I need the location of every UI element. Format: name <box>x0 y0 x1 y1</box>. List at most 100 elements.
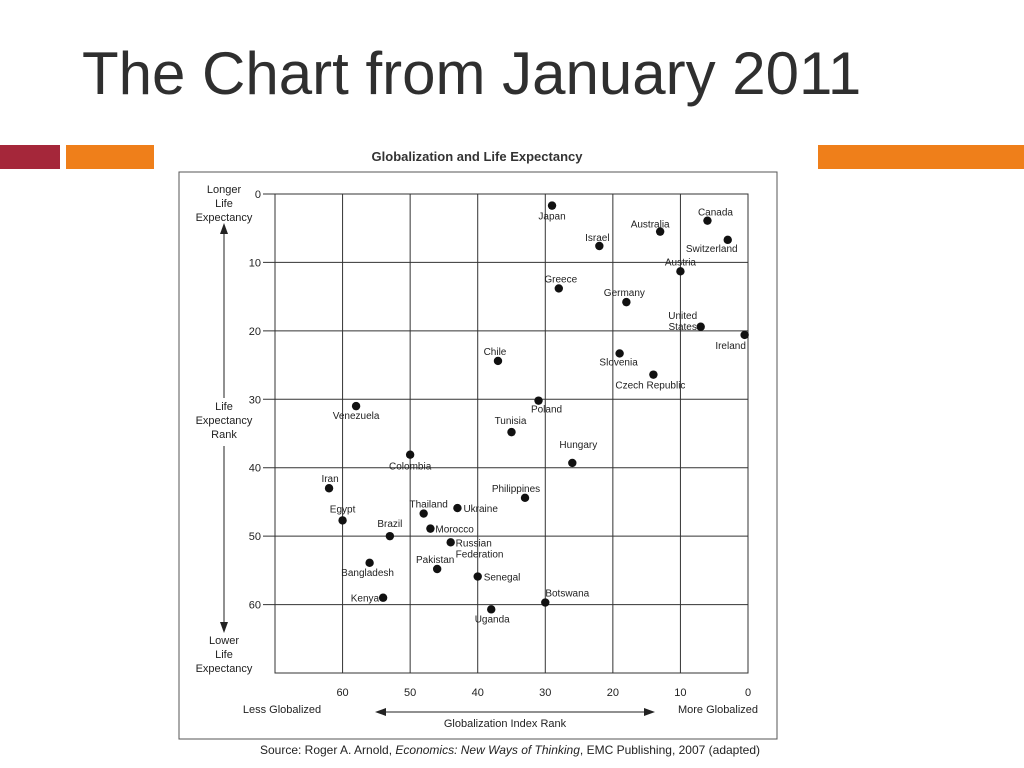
y-label-top: Expectancy <box>196 212 253 224</box>
y-tick-label: 20 <box>249 326 261 338</box>
y-tick-label: 40 <box>249 463 261 475</box>
data-point <box>419 509 428 518</box>
point-label: Greece <box>544 274 577 285</box>
point-label: Iran <box>321 474 338 485</box>
data-point <box>655 227 665 236</box>
accent-band-red <box>0 145 60 169</box>
data-point <box>385 531 395 541</box>
data-point <box>493 356 503 366</box>
point-label: Germany <box>604 288 645 299</box>
y-arrow-down-head <box>220 622 228 633</box>
point-label: Israel <box>585 233 609 244</box>
data-point <box>696 322 705 331</box>
data-point <box>615 349 624 358</box>
point-label: Austria <box>665 257 697 268</box>
point-label: Senegal <box>484 573 521 584</box>
x-label-right: More Globalized <box>678 704 758 716</box>
point-label: Morocco <box>435 525 474 536</box>
y-label-top: Life <box>215 198 233 210</box>
y-label-bottom: Life <box>215 649 233 661</box>
point-label: Federation <box>456 549 504 560</box>
point-label: Pakistan <box>416 555 454 566</box>
point-label: Botswana <box>545 589 589 600</box>
point-label: Chile <box>484 347 507 358</box>
point-label: Egypt <box>330 504 356 515</box>
x-arrow-left-head <box>375 708 386 716</box>
point-label: Russian <box>456 538 492 549</box>
data-point <box>740 330 749 340</box>
y-axis-label: Expectancy <box>196 415 253 427</box>
data-point <box>405 450 415 459</box>
data-point <box>446 538 455 547</box>
data-point <box>426 524 435 533</box>
figure-border <box>178 171 778 740</box>
x-tick-label: 30 <box>539 687 551 699</box>
y-tick-label: 50 <box>249 531 261 543</box>
x-tick-label: 20 <box>607 687 619 699</box>
point-label: States <box>669 322 697 333</box>
data-point <box>365 558 374 568</box>
data-point <box>351 401 361 411</box>
point-label: Czech Republic <box>615 381 685 392</box>
data-point <box>338 516 347 525</box>
point-label: Hungary <box>559 440 597 451</box>
point-label: Venezuela <box>333 411 380 422</box>
data-point <box>703 216 712 225</box>
point-label: Thailand <box>409 500 447 511</box>
chart-title: Globalization and Life Expectancy <box>372 149 584 164</box>
y-tick-label: 30 <box>249 394 261 406</box>
source-note: Source: Roger A. Arnold, Economics: New … <box>260 743 760 757</box>
source-prefix: Source: Roger A. Arnold, <box>260 743 395 757</box>
data-point <box>453 503 462 513</box>
point-label: Uganda <box>475 614 510 625</box>
data-point <box>473 572 482 581</box>
y-tick-label: 0 <box>255 189 261 201</box>
source-italic: Economics: New Ways of Thinking <box>395 743 580 757</box>
x-tick-label: 40 <box>472 687 484 699</box>
x-tick-label: 50 <box>404 687 416 699</box>
point-label: Slovenia <box>599 357 638 368</box>
source-suffix: , EMC Publishing, 2007 (adapted) <box>580 743 760 757</box>
data-point <box>432 564 442 574</box>
data-point <box>547 201 557 210</box>
y-label-top: Longer <box>207 184 242 196</box>
y-axis-label: Life <box>215 401 233 413</box>
y-label-bottom: Lower <box>209 635 239 647</box>
point-label: Ireland <box>715 341 746 352</box>
data-point <box>507 427 516 437</box>
point-label: Ukraine <box>463 504 498 515</box>
point-label: Kenya <box>351 594 380 605</box>
point-label: Philippines <box>492 484 540 495</box>
data-point <box>487 605 496 614</box>
x-label-left: Less Globalized <box>243 704 321 716</box>
y-arrow-up-head <box>220 223 228 234</box>
data-point <box>520 493 530 503</box>
point-label: Canada <box>698 208 733 219</box>
data-point <box>595 241 604 251</box>
point-label: Australia <box>631 220 670 231</box>
point-label: Japan <box>538 212 565 223</box>
x-arrow-right-head <box>644 708 655 716</box>
point-label: Bangladesh <box>341 568 394 579</box>
point-label: Colombia <box>389 462 432 473</box>
x-tick-label: 0 <box>745 687 751 699</box>
slide-title: The Chart from January 2011 <box>82 40 862 107</box>
x-axis-label: Globalization Index Rank <box>444 718 567 730</box>
y-axis-label: Rank <box>211 429 237 441</box>
data-point <box>568 458 577 468</box>
y-label-bottom: Expectancy <box>196 663 253 675</box>
data-point <box>622 297 631 307</box>
data-point <box>541 598 550 607</box>
data-point <box>324 484 334 493</box>
data-point <box>676 267 685 276</box>
point-label: Switzerland <box>686 244 738 255</box>
point-label: Poland <box>531 405 562 416</box>
data-point <box>554 284 563 293</box>
accent-band-orange-right <box>818 145 1024 169</box>
data-point <box>378 593 388 602</box>
point-label: Brazil <box>377 519 402 530</box>
data-point <box>534 396 543 405</box>
data-point <box>723 235 732 245</box>
y-tick-label: 10 <box>249 257 261 269</box>
